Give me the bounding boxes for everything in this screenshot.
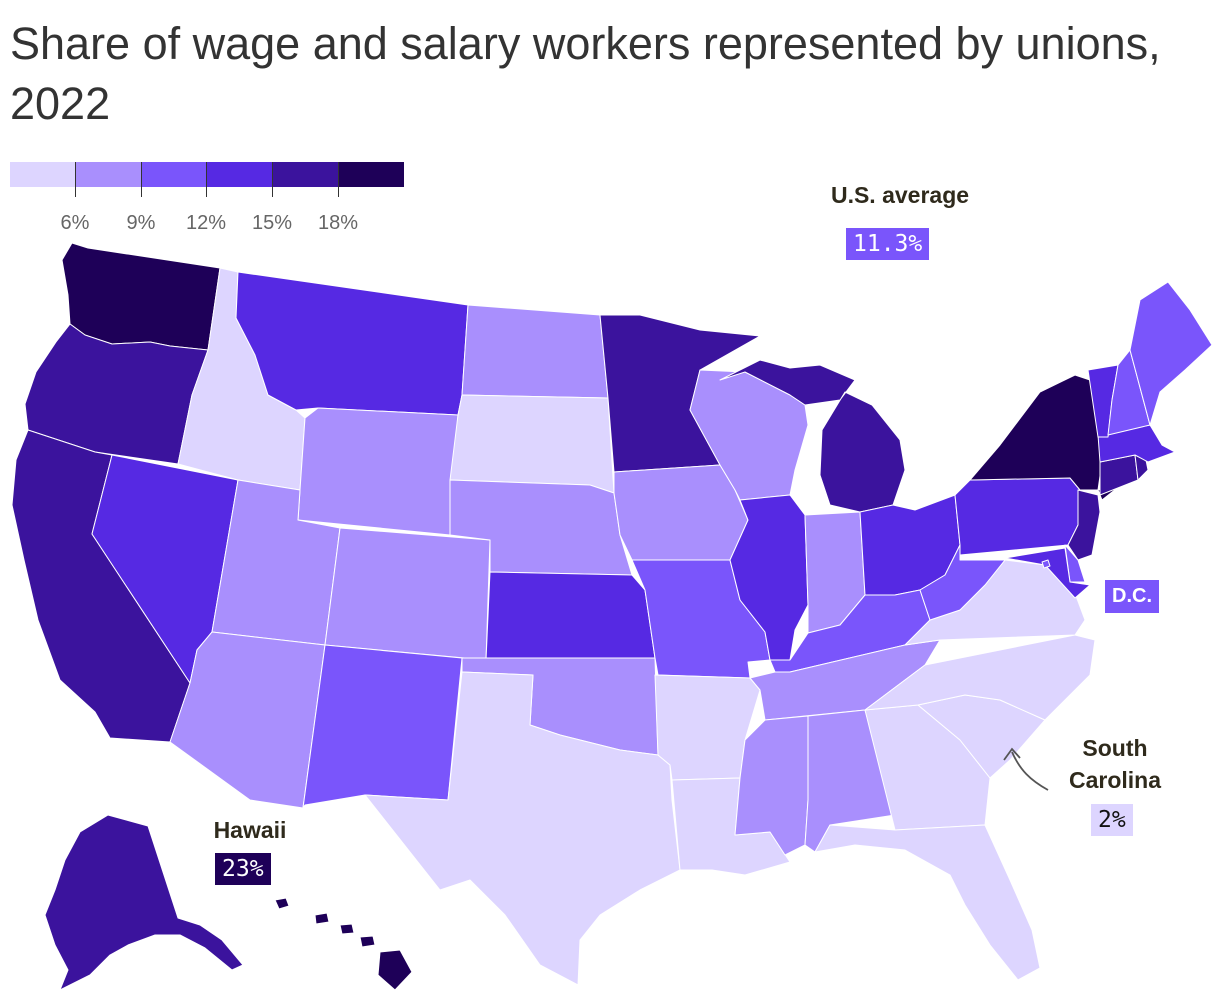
legend-bar — [10, 162, 405, 187]
state-AK[interactable] — [44, 814, 244, 991]
state-NH[interactable] — [1107, 349, 1151, 436]
us-average-label: U.S. average — [830, 182, 970, 208]
south-carolina-label-line2: Carolina — [1068, 767, 1162, 793]
state-IA[interactable] — [613, 464, 749, 561]
legend-swatch-5 — [272, 162, 339, 187]
legend-tick — [338, 162, 339, 197]
legend-swatch-3 — [141, 162, 208, 187]
state-TX[interactable] — [364, 671, 681, 986]
south-carolina-label-line1: South — [1082, 735, 1148, 761]
dc-label: D.C. — [1105, 580, 1159, 613]
south-carolina-pointer-arrow — [1011, 751, 1049, 791]
state-ND[interactable] — [461, 304, 609, 399]
state-NJ[interactable] — [1067, 489, 1101, 561]
south-carolina-pointer-arrowhead — [1003, 747, 1021, 761]
state-NM[interactable] — [302, 644, 463, 809]
state-ME[interactable] — [1129, 281, 1213, 426]
state-NC[interactable] — [864, 634, 1096, 721]
state-KS[interactable] — [485, 571, 656, 661]
state-MI[interactable] — [719, 359, 906, 513]
state-FL[interactable] — [814, 824, 1041, 981]
state-MT[interactable] — [235, 271, 469, 416]
legend-tick — [206, 162, 207, 197]
legend-swatch-1 — [10, 162, 76, 187]
state-MA[interactable] — [1097, 424, 1176, 463]
hawaii-label: Hawaii — [213, 817, 287, 843]
legend-tick-label: 12% — [185, 212, 227, 234]
state-HI[interactable] — [274, 897, 413, 991]
state-WY[interactable] — [297, 407, 459, 536]
us-average-value: 11.3% — [846, 228, 930, 260]
legend-tick — [141, 162, 142, 197]
south-carolina-value: 2% — [1091, 804, 1133, 836]
state-WA[interactable] — [61, 242, 221, 351]
legend-swatch-4 — [207, 162, 273, 187]
color-legend: 6% 9% 12% 15% 18% — [10, 162, 405, 234]
page-title: Share of wage and salary workers represe… — [10, 18, 1161, 129]
hawaii-value: 23% — [215, 853, 271, 885]
state-SD[interactable] — [449, 394, 615, 494]
legend-tick-label: 6% — [60, 212, 90, 234]
legend-swatch-6 — [338, 162, 405, 187]
legend-tick-label: 9% — [126, 212, 156, 234]
legend-tick-label: 18% — [317, 212, 359, 234]
legend-swatch-2 — [75, 162, 142, 187]
legend-tick — [75, 162, 76, 197]
state-MS[interactable] — [734, 715, 809, 856]
legend-tick-label: 15% — [251, 212, 293, 234]
state-DC[interactable] — [1041, 559, 1051, 569]
state-PA[interactable] — [954, 477, 1081, 556]
state-CO[interactable] — [324, 527, 491, 661]
state-WV[interactable] — [919, 544, 1006, 621]
legend-tick — [272, 162, 273, 197]
